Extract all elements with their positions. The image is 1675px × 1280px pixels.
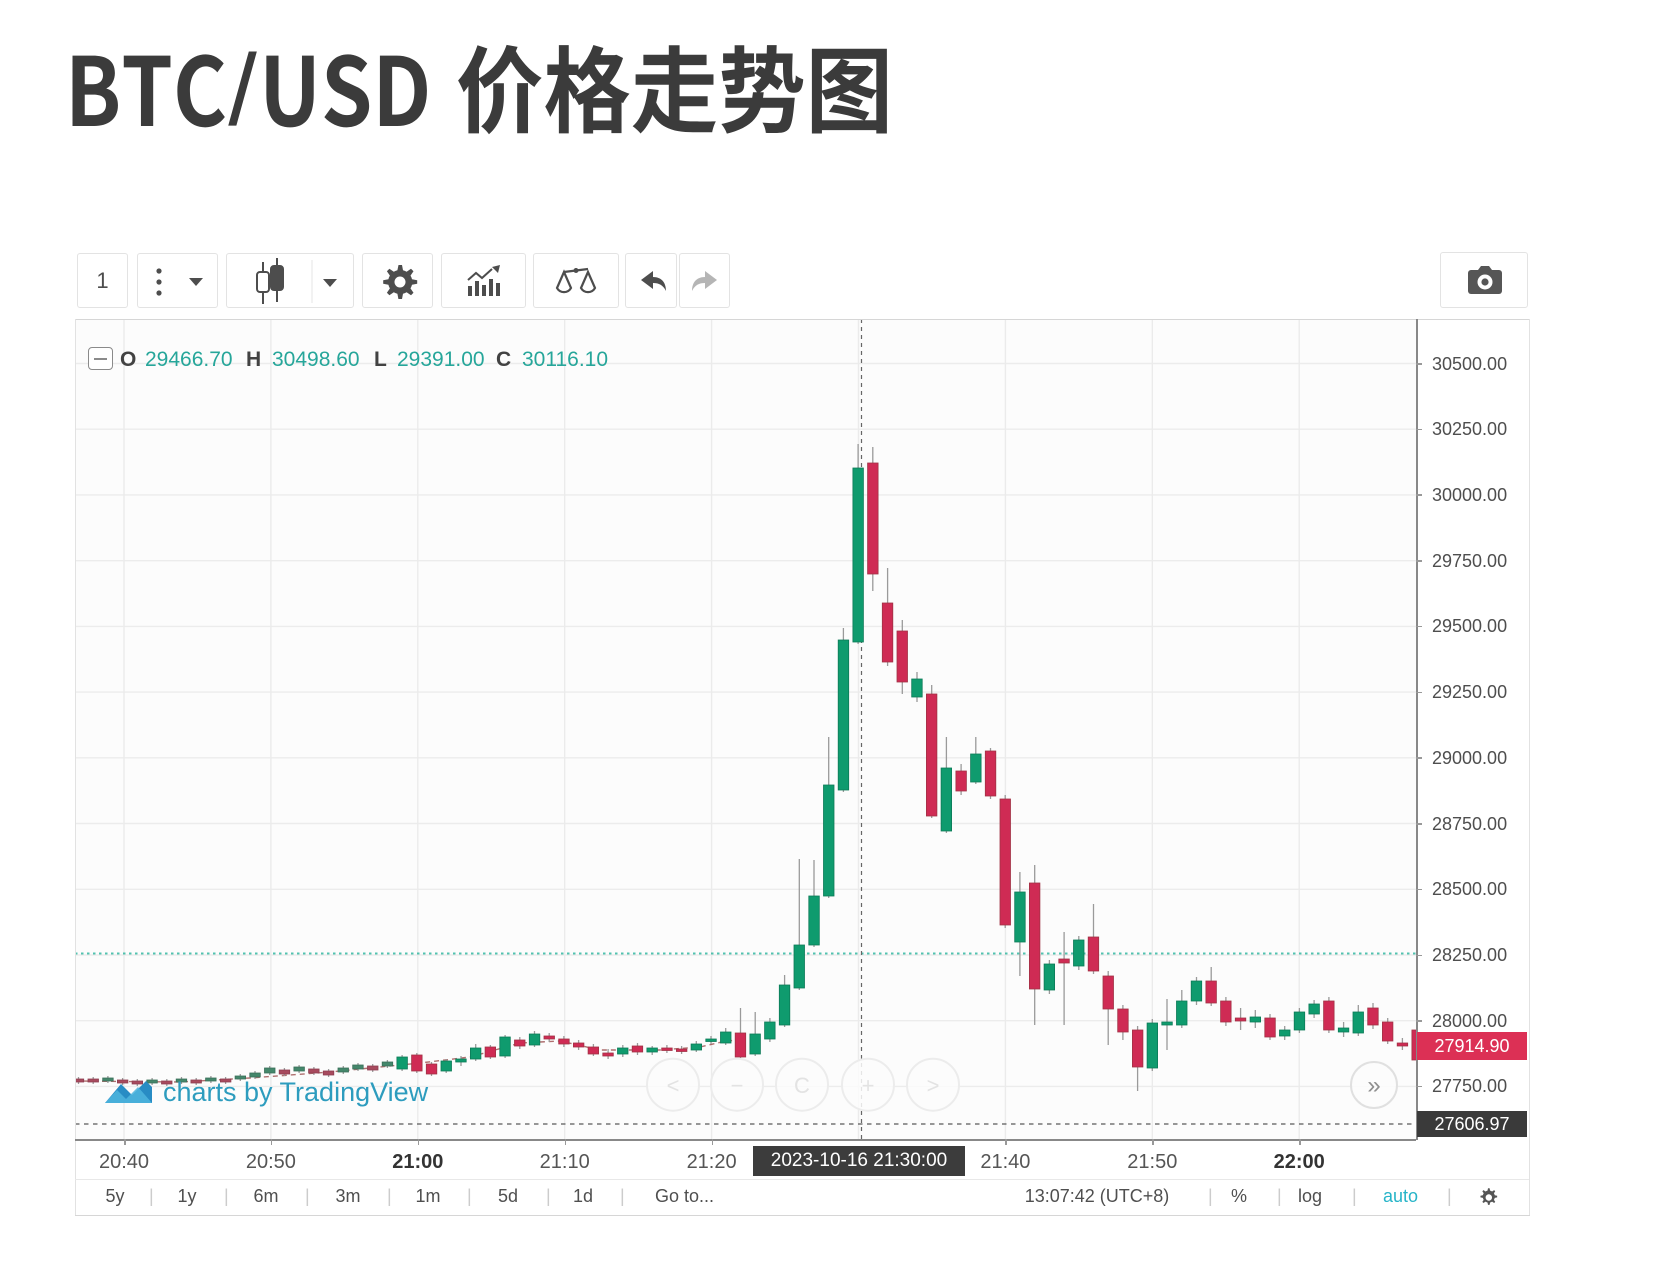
svg-text:charts by TradingView: charts by TradingView <box>163 1077 429 1107</box>
svg-text:+: + <box>862 1073 875 1098</box>
svg-text:<: < <box>667 1073 680 1098</box>
svg-text:−: − <box>731 1073 744 1098</box>
svg-text:C: C <box>794 1073 810 1098</box>
svg-text:>: > <box>927 1073 940 1098</box>
svg-text:»: » <box>1367 1072 1380 1099</box>
